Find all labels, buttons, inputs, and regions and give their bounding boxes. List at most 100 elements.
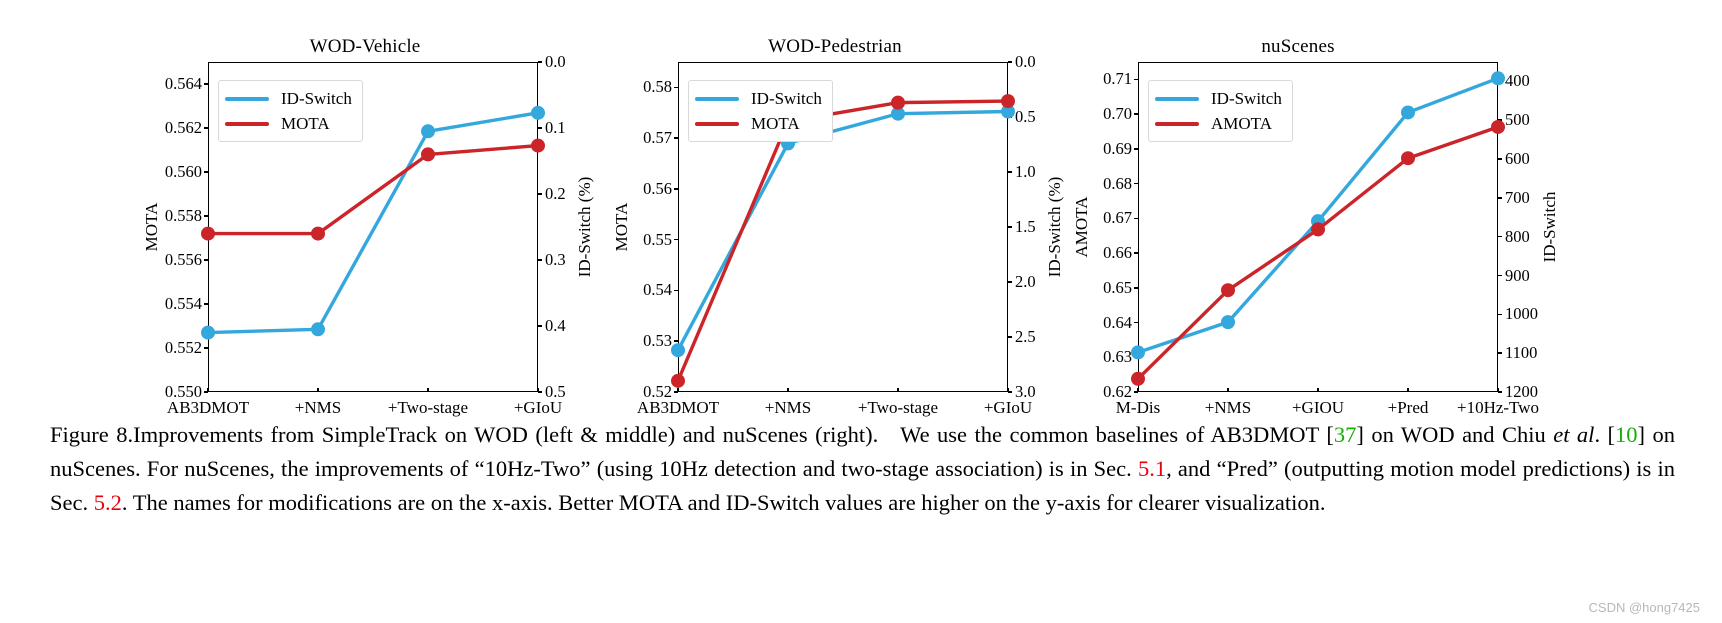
y-tick-label-left: 0.65 — [1103, 277, 1132, 297]
y-tick-mark-right — [538, 259, 542, 261]
y-tick-mark-left — [1134, 113, 1138, 115]
data-point — [1401, 105, 1415, 120]
caption-text-3: . [ — [1594, 422, 1616, 447]
y-tick-label-left: 0.62 — [1103, 382, 1132, 401]
y-tick-mark-left — [1134, 148, 1138, 150]
y-tick-mark-left — [204, 391, 208, 393]
y-tick-mark-left — [204, 127, 208, 129]
chart-legend: ID-Switch AMOTA — [1148, 80, 1293, 142]
y-tick-label-left: 0.56 — [643, 178, 672, 198]
chart-legend: ID-Switch MOTA — [218, 80, 363, 142]
x-tick-label: AB3DMOT — [166, 398, 250, 417]
y-tick-label-left: 0.70 — [1103, 104, 1132, 124]
caption-text-1: Improvements from SimpleTrack on WOD (le… — [133, 422, 1334, 447]
citation-ref-10[interactable]: 10 — [1615, 422, 1638, 447]
data-point — [311, 226, 325, 241]
y-tick-mark-left — [1134, 391, 1138, 393]
y-tick-label-left: 0.71 — [1103, 69, 1132, 89]
y-tick-mark-right — [538, 391, 542, 393]
legend-item: ID-Switch — [695, 86, 822, 111]
data-point — [671, 343, 685, 358]
data-point — [421, 124, 435, 139]
x-tick-mark — [1497, 388, 1499, 392]
y-tick-label-left: 0.64 — [1103, 312, 1132, 332]
section-ref-5-1[interactable]: 5.1 — [1137, 456, 1167, 481]
y-tick-mark-right — [1498, 119, 1502, 122]
caption-text-4: ] on nuScenes. For nuScenes, the improve… — [50, 422, 1675, 481]
y-tick-label-right: 600 — [1505, 149, 1530, 169]
y-tick-label-right: 0.1 — [545, 118, 566, 137]
y-tick-mark-left — [204, 259, 208, 261]
chart-panel-nuscenes: nuScenes 0.62 0.63 0.64 0.65 0.66 0.67 0.68 0.6… — [1060, 0, 1560, 417]
data-point — [201, 226, 215, 241]
data-point — [311, 322, 325, 337]
data-point — [1001, 104, 1015, 119]
x-tick-mark — [1317, 388, 1319, 392]
y-tick-label-right: 900 — [1505, 265, 1530, 285]
x-tick-mark — [1007, 388, 1009, 392]
y-tick-mark-right — [1008, 171, 1012, 173]
x-tick-label: +GIoU — [983, 398, 1033, 417]
series-line-mota — [676, 99, 1010, 383]
y-tick-label-left: 0.53 — [643, 331, 672, 351]
legend-item: ID-Switch — [225, 86, 352, 111]
caption-italic-etal: et al — [1553, 422, 1595, 447]
y-tick-mark-right — [1008, 61, 1012, 63]
y-tick-mark-left — [674, 238, 678, 241]
y-tick-mark-left — [674, 289, 678, 292]
y-tick-label-left: 0.68 — [1103, 173, 1132, 193]
y-tick-mark-right — [1008, 281, 1012, 283]
legend-swatch-id-switch — [695, 96, 739, 101]
data-point — [891, 95, 905, 110]
y-tick-label-right: 2.5 — [1015, 327, 1036, 346]
data-point — [1311, 222, 1325, 237]
x-tick-label: +NMS — [294, 398, 342, 417]
data-point — [891, 106, 905, 121]
y-tick-label-left: 0.550 — [164, 382, 202, 401]
y-tick-mark-left — [674, 340, 678, 343]
caption-text-2: ] on WOD and Chiu — [1356, 422, 1554, 447]
x-tick-mark — [1407, 388, 1409, 392]
x-tick-mark — [1227, 388, 1229, 392]
y-tick-mark-left — [204, 83, 208, 85]
x-tick-label: AB3DMOT — [636, 398, 720, 417]
x-tick-label: +NMS — [764, 398, 812, 417]
legend-label: AMOTA — [1211, 113, 1272, 133]
data-point — [531, 105, 545, 120]
y-tick-mark-left — [204, 171, 208, 173]
y-axis-title-left: MOTA — [142, 202, 161, 252]
legend-label: ID-Switch — [1211, 88, 1282, 108]
chart-lines — [1131, 71, 1505, 386]
caption-text-5: , and “Pred” (outputting motion model pr… — [50, 456, 1675, 515]
data-point — [421, 147, 435, 162]
y-tick-mark-right — [1498, 391, 1502, 393]
data-point — [671, 373, 685, 388]
legend-swatch-amota — [1155, 121, 1199, 126]
x-tick-label: +Two-stage — [857, 398, 939, 417]
y-tick-label-left: 0.52 — [643, 382, 672, 401]
data-point — [201, 325, 215, 340]
y-tick-label-left: 0.552 — [164, 338, 202, 357]
y-axis-title-right: ID-Switch — [1540, 191, 1559, 263]
legend-item: MOTA — [695, 111, 822, 136]
caption-figure-number: Figure 8. — [50, 422, 134, 447]
data-point — [1001, 94, 1015, 109]
legend-swatch-id-switch — [1155, 96, 1199, 101]
y-axis-title-left: AMOTA — [1072, 196, 1091, 258]
y-tick-label-left: 0.55 — [643, 229, 672, 249]
y-tick-label-right: 0.0 — [1015, 52, 1036, 71]
data-point — [1491, 71, 1505, 86]
section-ref-5-2[interactable]: 5.2 — [93, 490, 122, 515]
y-tick-mark-left — [1134, 217, 1138, 220]
x-tick-label: +NMS — [1204, 398, 1252, 417]
y-tick-label-right: 3.0 — [1015, 382, 1036, 401]
x-tick-mark — [677, 388, 679, 392]
x-tick-mark — [207, 388, 209, 392]
x-tick-label: +GIOU — [1291, 398, 1345, 417]
y-tick-mark-left — [1134, 321, 1138, 324]
x-tick-label: M-Dis — [1115, 398, 1161, 417]
y-tick-mark-left — [1134, 78, 1138, 81]
citation-ref-37[interactable]: 37 — [1333, 422, 1357, 447]
x-tick-mark — [1137, 388, 1139, 392]
legend-label: MOTA — [281, 113, 330, 133]
